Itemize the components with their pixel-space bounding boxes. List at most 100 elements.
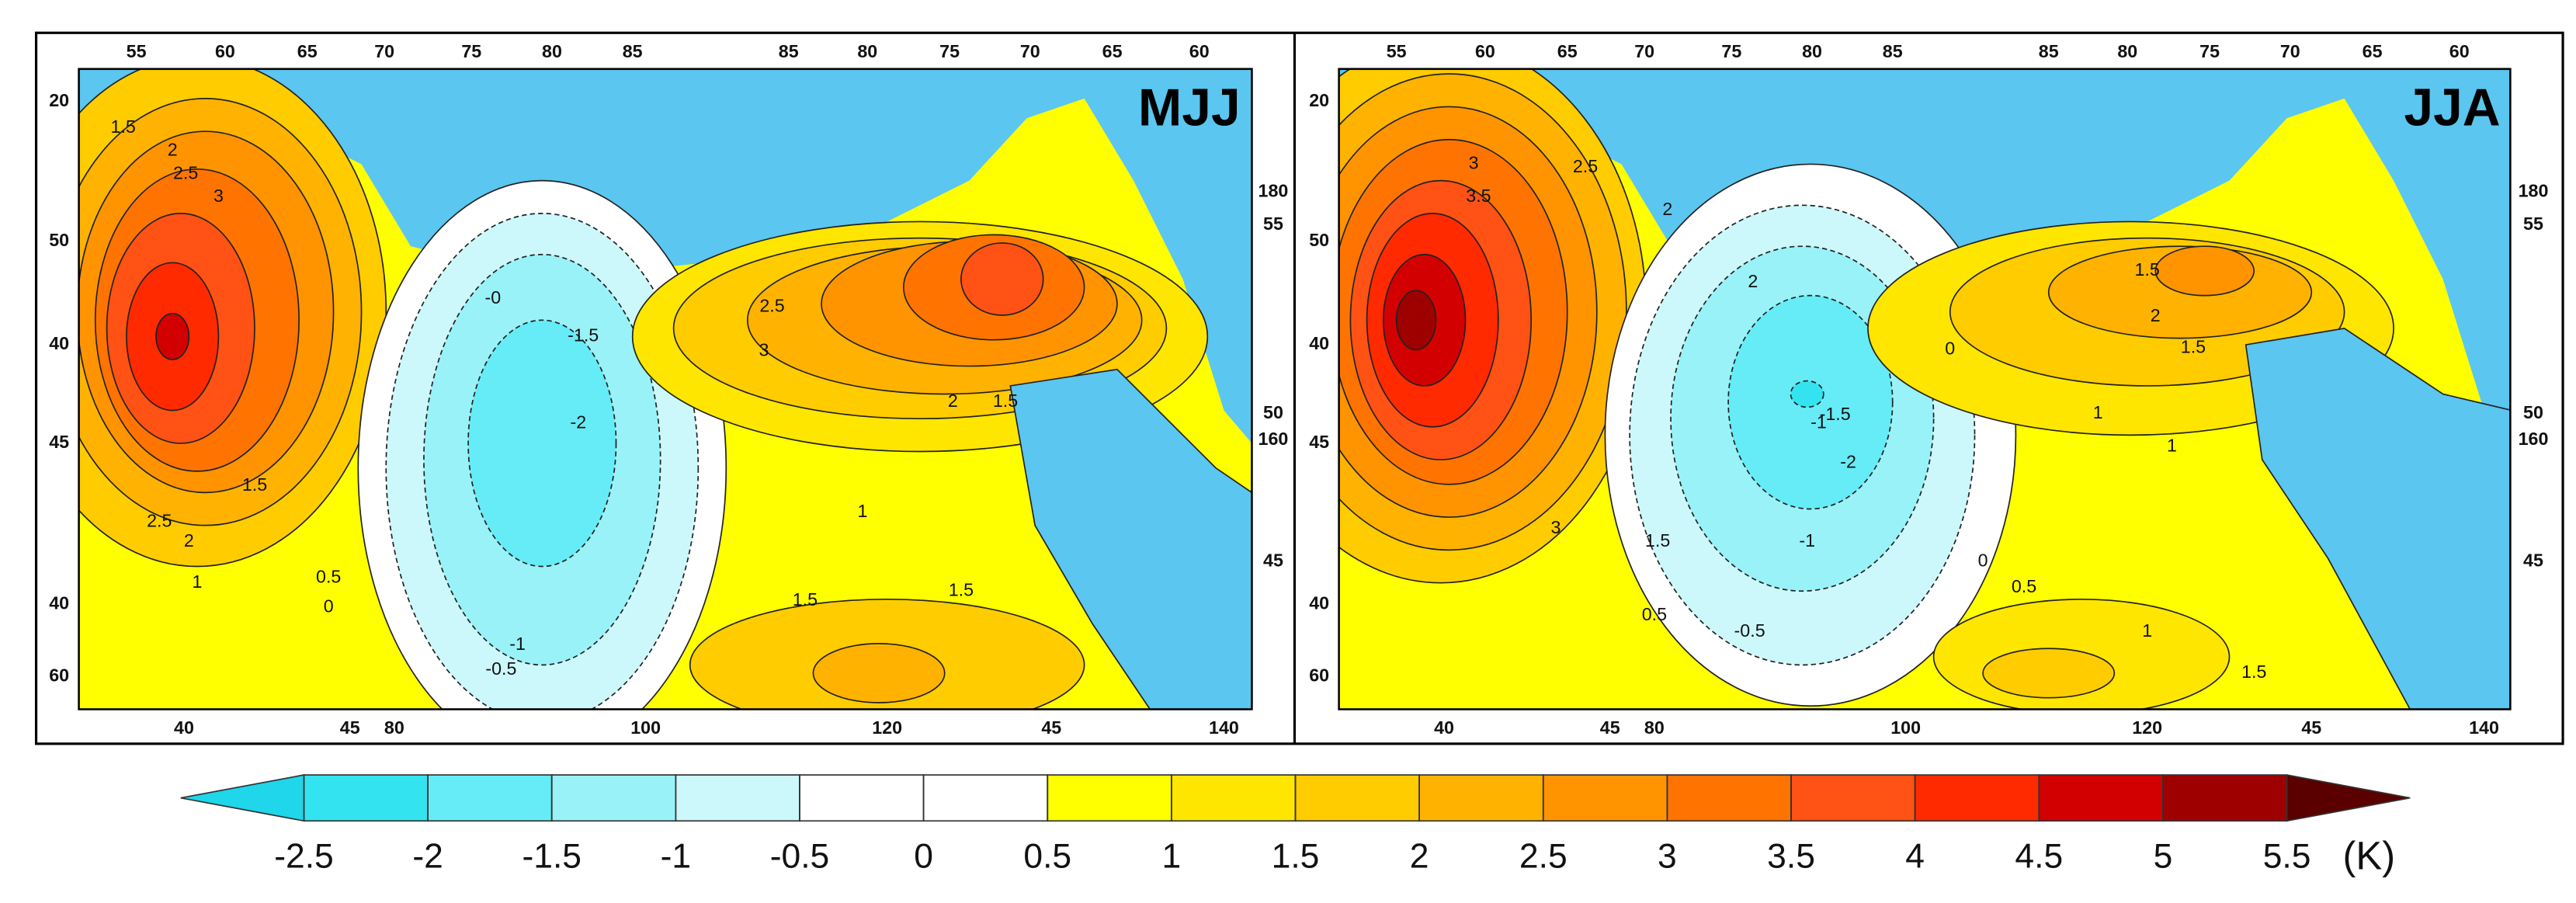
colorbar-box xyxy=(2162,774,2288,822)
lon-label: 45 xyxy=(340,717,360,738)
lon-label: 55 xyxy=(1387,41,1407,61)
colorbar-tick-label: -1 xyxy=(661,838,691,876)
lat-label: 55 xyxy=(1263,214,1283,234)
contour-label: -0.5 xyxy=(485,658,516,679)
lat-label: 180 xyxy=(1258,181,1289,201)
contour-label: 1.5 xyxy=(2181,336,2206,356)
colorbar-tick-label: 1.5 xyxy=(1272,838,1320,876)
lon-label: 75 xyxy=(461,41,481,61)
colorbar-box xyxy=(2038,774,2164,822)
lat-label: 160 xyxy=(1258,429,1289,449)
contour-label: -2 xyxy=(1840,451,1856,471)
lon-label: 60 xyxy=(215,41,235,61)
lon-label: 65 xyxy=(1557,41,1578,61)
contour-label: 1.5 xyxy=(2135,259,2160,280)
lat-label: 45 xyxy=(1263,550,1283,570)
lat-label: 50 xyxy=(1263,402,1283,422)
lon-label: 45 xyxy=(1041,717,1061,738)
figure-frame xyxy=(34,31,2564,745)
contour-region xyxy=(155,313,190,360)
lon-label: 75 xyxy=(2199,41,2220,61)
lon-label: 70 xyxy=(374,41,394,61)
contour-label: 2 xyxy=(1662,199,1672,219)
contour-label: 0.5 xyxy=(2012,576,2036,596)
contour-label: -1.5 xyxy=(568,325,599,346)
lon-label: 60 xyxy=(1189,41,1210,61)
colorbar-box xyxy=(1914,774,2040,822)
contour-label: 1 xyxy=(2142,620,2152,641)
lat-label: 45 xyxy=(1309,432,1329,452)
colorbar-tick-label: 0 xyxy=(914,838,933,876)
contour-label: -0.5 xyxy=(1734,620,1765,641)
contour-label: 2.5 xyxy=(759,296,784,316)
contour-label: 2 xyxy=(184,530,194,550)
colorbar-tick-label: 4.5 xyxy=(2015,838,2063,876)
colorbar-tick-label: 1 xyxy=(1162,838,1182,876)
colorbar-tick-label: 5.5 xyxy=(2263,838,2311,876)
colorbar-box xyxy=(550,774,677,822)
lat-label: 60 xyxy=(1309,665,1329,685)
contour-region xyxy=(2154,245,2255,297)
colorbar-tick-label: 5 xyxy=(2154,838,2173,876)
lat-label: 50 xyxy=(1309,230,1329,250)
lon-label: 80 xyxy=(542,41,562,61)
colorbar-box xyxy=(1171,774,1297,822)
contour-label: -1 xyxy=(509,634,526,654)
lon-label: 85 xyxy=(2039,41,2059,61)
map-frame xyxy=(78,68,1253,710)
contour-label: 3 xyxy=(1550,517,1561,537)
colorbar-tick-label: 2.5 xyxy=(1519,838,1567,876)
colorbar-over xyxy=(2286,774,2411,822)
contour-label: 3 xyxy=(214,186,224,206)
lat-label: 40 xyxy=(49,592,69,613)
contour-region xyxy=(960,242,1044,316)
colorbar-tick-label: -1.5 xyxy=(522,838,582,876)
lon-label: 75 xyxy=(1721,41,1741,61)
contour-label: 1.5 xyxy=(111,116,136,137)
colorbar-box xyxy=(1418,774,1544,822)
contour-label: 1.5 xyxy=(2241,662,2266,682)
contour-label: 0 xyxy=(1978,550,1988,570)
lat-label: 45 xyxy=(2523,550,2543,570)
ocean xyxy=(1009,368,1252,710)
contour-region xyxy=(1395,290,1437,351)
lon-label: 140 xyxy=(2469,717,2499,738)
contour-label: -2 xyxy=(571,412,587,432)
colorbar-box xyxy=(303,774,429,822)
lon-label: 80 xyxy=(1802,41,1822,61)
colorbar-tick-label: -2 xyxy=(412,838,443,876)
lon-label: 60 xyxy=(1475,41,1495,61)
lat-label: 60 xyxy=(49,665,69,685)
lon-label: 85 xyxy=(1883,41,1903,61)
contour-label: -1 xyxy=(1799,530,1815,550)
lon-label: 65 xyxy=(2362,41,2383,61)
contour-label: 2.5 xyxy=(147,511,172,531)
lat-label: 50 xyxy=(2523,402,2543,422)
lon-label: 80 xyxy=(1644,717,1665,738)
lat-label: 40 xyxy=(1309,592,1329,613)
colorbar-tick-label: 4 xyxy=(1905,838,1925,876)
lon-label: 100 xyxy=(1890,717,1921,738)
colorbar-tick-label: 0.5 xyxy=(1023,838,1071,876)
contour-label: 1.5 xyxy=(993,391,1018,411)
colorbar-box xyxy=(1666,774,1792,822)
contour-label: -0 xyxy=(484,287,501,307)
lon-label: 55 xyxy=(127,41,147,61)
colorbar-tick-label: 3 xyxy=(1658,838,1677,876)
contour-label: 1.5 xyxy=(949,579,974,599)
lon-label: 45 xyxy=(1600,717,1620,738)
contour-label: 2 xyxy=(948,391,958,411)
lat-label: 20 xyxy=(49,90,69,110)
contour-label: 2 xyxy=(2151,305,2161,325)
colorbar-box xyxy=(1294,774,1420,822)
colorbar-under xyxy=(180,774,305,822)
lon-label: 40 xyxy=(174,717,194,738)
contour-label: 2.5 xyxy=(173,162,198,182)
lat-label: 160 xyxy=(2519,429,2549,449)
contour-label: 0 xyxy=(1945,339,1955,359)
colorbar-box xyxy=(1542,774,1668,822)
colorbar-box xyxy=(1047,774,1172,822)
contour-label: 2 xyxy=(1748,271,1758,291)
lon-label: 85 xyxy=(623,41,643,61)
